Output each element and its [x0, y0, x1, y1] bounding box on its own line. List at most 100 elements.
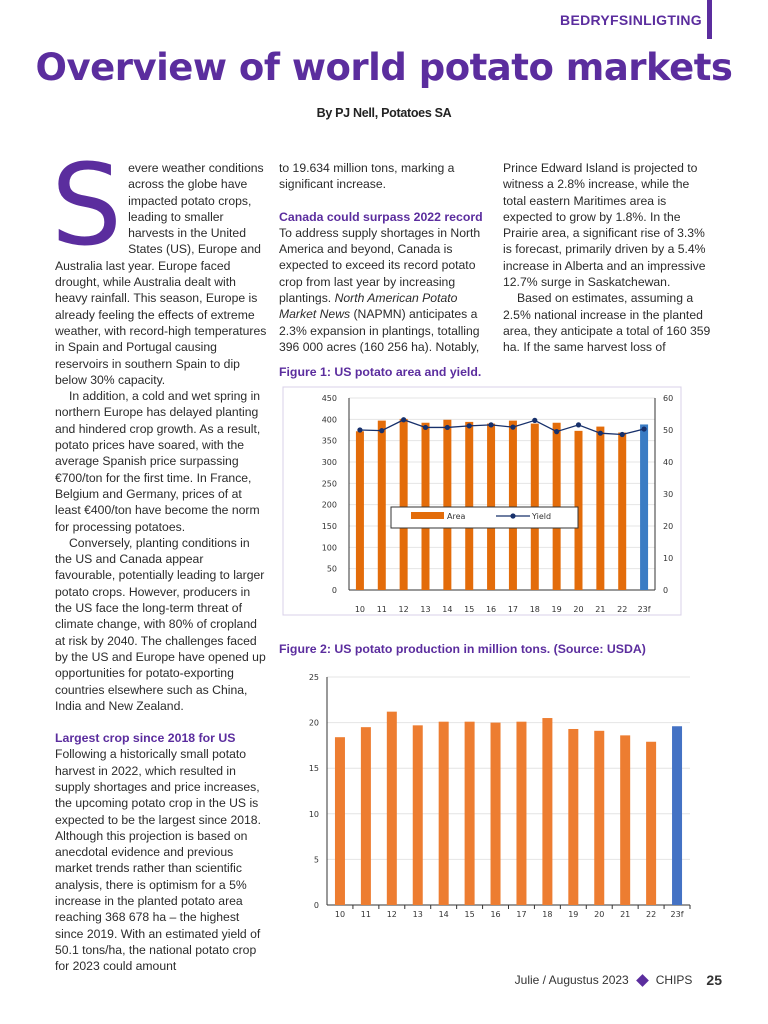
figure-1-title: Figure 1: US potato area and yield.: [279, 365, 482, 379]
x-tick-label: 21: [620, 910, 630, 919]
area-bar: [640, 424, 649, 590]
y-tick-label: 200: [322, 501, 337, 510]
column-3: Prince Edward Island is projected to wit…: [503, 160, 715, 356]
paragraph: Prince Edward Island is projected to wit…: [503, 161, 706, 290]
area-bar: [596, 426, 605, 590]
section-bar: [707, 0, 712, 39]
area-bar: [421, 422, 430, 590]
text: (NAPMN) anticipates a 2.3% expansion in …: [279, 307, 480, 354]
section-tag: BEDRYFSINLIGTING: [560, 12, 702, 28]
y-tick-label: 0: [314, 901, 319, 910]
text: To address supply shortages in North Ame…: [279, 225, 481, 306]
y2-tick-label: 40: [663, 458, 673, 467]
x-tick-label: 19: [568, 910, 578, 919]
x-tick-label: 13: [420, 605, 430, 614]
x-tick-label: 17: [516, 910, 526, 919]
production-bar: [360, 727, 371, 905]
legend-label: Area: [447, 512, 466, 521]
yield-point: [401, 417, 407, 423]
y-tick-label: 150: [322, 522, 337, 531]
chart-frame: [282, 386, 682, 616]
production-bar: [542, 718, 553, 905]
legend-swatch-area: [411, 512, 444, 519]
x-tick-label: 10: [355, 605, 365, 614]
magazine-name: CHIPS: [655, 973, 693, 987]
area-bar: [443, 419, 452, 590]
yield-line: [359, 419, 645, 436]
footer: Julie / Augustus 2023 CHIPS 25: [515, 972, 722, 988]
production-bar: [620, 735, 631, 905]
production-bar: [568, 728, 579, 905]
yield-point: [510, 424, 516, 430]
x-tick-label: 23f: [638, 605, 651, 614]
y-tick-label: 400: [322, 415, 337, 424]
y-tick-label: 25: [309, 673, 319, 682]
x-tick-label: 16: [490, 910, 500, 919]
x-tick-label: 12: [387, 910, 397, 919]
subheading: Canada could surpass 2022 record: [279, 209, 483, 224]
paragraph: Based on estimates, assuming a 2.5% nati…: [503, 291, 711, 355]
y-tick-label: 250: [322, 479, 337, 488]
figure-2-title: Figure 2: US potato production in millio…: [279, 642, 646, 656]
y-tick-label: 15: [309, 764, 319, 773]
area-bar: [618, 432, 627, 590]
yield-point: [641, 426, 647, 432]
diamond-icon: [635, 973, 649, 987]
paragraph: Following a historically small potato ha…: [55, 747, 261, 974]
yield-point: [357, 427, 363, 433]
byline: By PJ Nell, Potatoes SA: [316, 106, 452, 120]
x-tick-label: 12: [399, 605, 409, 614]
paragraph: In addition, a cold and wet spring in no…: [55, 389, 261, 534]
production-bar: [646, 741, 657, 905]
subheading: Largest crop since 2018 for US: [55, 731, 236, 746]
y2-tick-label: 0: [663, 586, 668, 595]
yield-point: [422, 424, 429, 431]
production-bar: [490, 722, 501, 905]
y-tick-label: 300: [322, 458, 337, 467]
paragraph: Conversely, planting conditions in the U…: [55, 535, 266, 713]
page-number: 25: [706, 972, 722, 988]
production-bar: [386, 711, 397, 905]
paragraph: to 19.634 million tons, marking a signif…: [279, 161, 455, 192]
x-tick-label: 17: [508, 605, 518, 614]
x-tick-label: 22: [646, 910, 656, 919]
yield-point: [554, 429, 560, 435]
x-tick-label: 20: [573, 605, 583, 614]
yield-point: [466, 423, 472, 429]
y-tick-label: 350: [322, 437, 337, 446]
y-tick-label: 5: [314, 855, 319, 864]
column-1: S evere weather conditions across the gl…: [51, 150, 267, 975]
production-bar: [672, 726, 683, 905]
y-tick-label: 100: [322, 543, 337, 552]
x-tick-label: 16: [486, 605, 496, 614]
column-2: to 19.634 million tons, marking a signif…: [279, 160, 489, 355]
yield-point: [444, 424, 450, 431]
y-tick-label: 10: [309, 810, 319, 819]
y2-tick-label: 10: [663, 554, 673, 563]
y-tick-label: 50: [327, 565, 337, 574]
x-tick-label: 11: [361, 910, 371, 919]
yield-point: [597, 430, 603, 436]
production-bar: [594, 730, 605, 905]
x-tick-label: 10: [335, 910, 345, 919]
x-tick-label: 15: [464, 605, 474, 614]
y-tick-label: 0: [332, 586, 337, 595]
production-bar: [412, 725, 423, 905]
area-bar: [399, 418, 408, 590]
x-tick-label: 18: [542, 910, 552, 919]
area-bar: [552, 422, 561, 590]
production-bar: [334, 737, 345, 905]
production-bar: [464, 721, 475, 905]
yield-point: [532, 417, 538, 423]
drop-cap: S: [51, 141, 123, 271]
x-tick-label: 20: [594, 910, 604, 919]
x-tick-label: 11: [377, 605, 387, 614]
figure-2-chart: 0 5 10 15 20 25 10 11 12 13 14 15 16 17 18 19 20 21 22 23f: [309, 673, 691, 919]
y2-tick-label: 30: [663, 490, 673, 499]
publication-name: North American Potato Market News: [279, 291, 458, 322]
y2-tick-label: 20: [663, 522, 673, 531]
area-bar: [508, 420, 517, 590]
yield-point: [575, 422, 582, 428]
y-tick-label: 450: [322, 394, 337, 403]
issue-date: Julie / Augustus 2023: [514, 973, 629, 987]
